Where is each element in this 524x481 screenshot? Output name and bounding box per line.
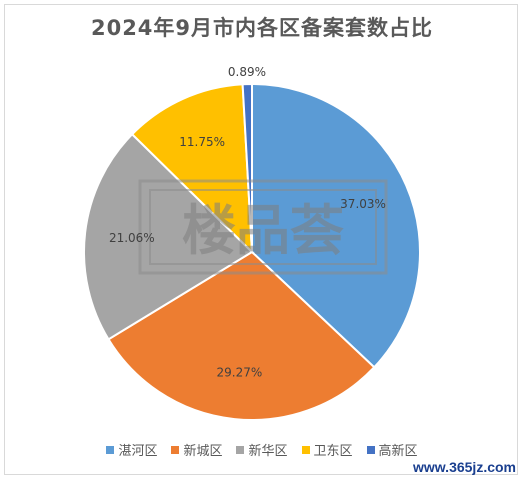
pie-slice-3 <box>83 132 254 341</box>
legend-label: 卫东区 <box>313 444 353 459</box>
slice-label-3: 21.06% <box>109 231 155 245</box>
legend-item-4: 卫东区 <box>301 440 353 459</box>
chart-legend: 湛河区 新城区 新华区 卫东区 高新区 <box>0 440 524 459</box>
slice-label-5: 0.89% <box>228 65 266 79</box>
svg-text:楼品荟: 楼品荟 <box>182 199 344 262</box>
source-watermark: www.365jz.com <box>413 459 516 475</box>
legend-label: 新城区 <box>183 444 223 459</box>
slice-label-2: 29.27% <box>216 365 262 379</box>
legend-label: 湛河区 <box>118 444 158 459</box>
legend-swatch <box>171 445 180 454</box>
pie-slice-4 <box>130 83 254 255</box>
chart-title: 2024年9月市内各区备案套数占比 <box>90 16 434 40</box>
slice-labels: 37.03% 29.27% 21.06% 11.75% 0.89% <box>109 65 386 379</box>
legend-item-5: 高新区 <box>366 440 418 459</box>
pie-slice-2 <box>107 250 376 421</box>
pie-slices <box>83 82 422 421</box>
pie-slice-1 <box>251 82 422 369</box>
pie-slice-5 <box>241 82 253 253</box>
legend-swatch <box>366 445 375 454</box>
legend-item-1: 湛河区 <box>106 440 157 459</box>
watermark-logo: 楼品荟 <box>138 179 388 275</box>
legend-item-2: 新城区 <box>171 440 222 459</box>
slice-label-4: 11.75% <box>179 135 225 149</box>
legend-swatch <box>301 445 310 454</box>
legend-label: 高新区 <box>378 444 418 459</box>
legend-item-3: 新华区 <box>236 440 288 459</box>
legend-swatch <box>236 445 245 454</box>
slice-label-1: 37.03% <box>340 197 386 211</box>
legend-swatch <box>106 445 115 454</box>
legend-label: 新华区 <box>248 444 288 459</box>
